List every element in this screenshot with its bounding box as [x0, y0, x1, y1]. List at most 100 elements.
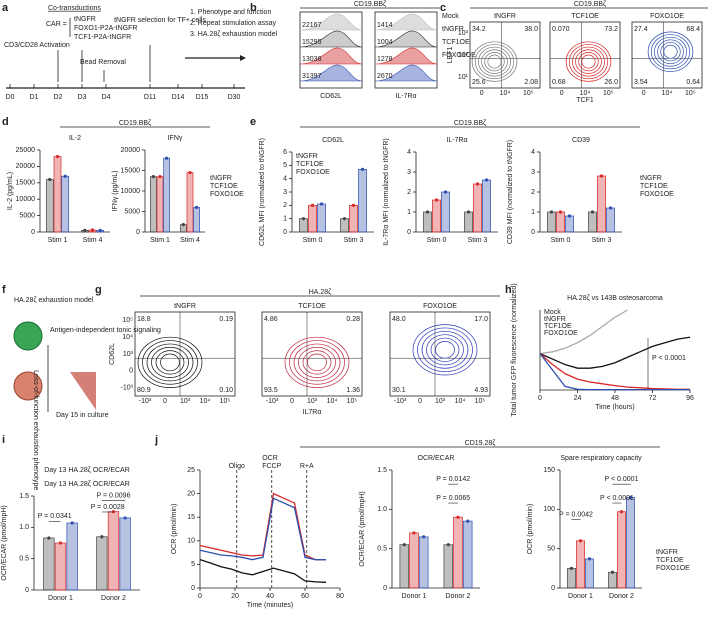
- y-axis-label: OCR/ECAR (pmol/mpH): [359, 491, 366, 566]
- contour: [302, 350, 332, 375]
- step-text: 3. HA.28ζ exhaustion model: [190, 31, 278, 38]
- x-tick-label: Stim 1: [48, 237, 68, 244]
- y-tick-label: 100: [543, 506, 555, 513]
- bar: [61, 175, 70, 233]
- tick-label: 10⁴: [122, 334, 133, 341]
- bar-dot: [466, 519, 470, 523]
- bar-dot: [412, 531, 416, 535]
- y-tick-label: 3: [407, 169, 411, 176]
- contour: [421, 330, 469, 369]
- legend-entry: FOXO1OE: [656, 565, 690, 572]
- panel-letter: e: [250, 116, 256, 128]
- quadrant-value: 93.5: [264, 387, 278, 394]
- bar: [597, 175, 606, 233]
- quadrant-value: 30.1: [392, 387, 406, 394]
- y-tick-label: 1.0: [377, 506, 387, 513]
- contour: [568, 44, 609, 80]
- contour: [575, 49, 602, 74]
- contour: [426, 334, 464, 366]
- axis-label: CD62L: [320, 93, 342, 100]
- bar-dot: [443, 190, 448, 194]
- bar: [464, 211, 473, 233]
- tick-label: 10⁴: [662, 90, 673, 97]
- chart-title: HA.28ζ vs 143B osteosarcoma: [567, 295, 663, 302]
- condition: Mock: [442, 13, 459, 20]
- x-tick-label: Donor 2: [101, 595, 126, 602]
- chart-title: OCR/ECAR: [418, 455, 455, 462]
- y-axis-label: IL-2 (pg/mL): [7, 172, 14, 210]
- y-tick-label: 15000: [121, 167, 141, 174]
- header: HA.28ζ exhaustion model: [14, 297, 94, 304]
- series-line: [199, 559, 327, 583]
- chart-title: Spare respiratory capacity: [560, 455, 642, 462]
- y-tick-label: 3: [531, 169, 535, 176]
- bar: [626, 497, 635, 589]
- x-tick-label: Stim 3: [592, 237, 612, 244]
- y-tick-label: 5: [191, 561, 195, 568]
- y-axis-label: OCR (pmol/min): [527, 504, 534, 555]
- tick-label: 10⁵: [220, 398, 231, 405]
- tick-label: 10⁴: [580, 90, 591, 97]
- bar: [608, 571, 617, 589]
- bar: [473, 183, 482, 233]
- y-tick-label: 0.5: [19, 556, 29, 563]
- bar: [53, 156, 62, 233]
- contour: [435, 341, 455, 359]
- chart-title: IL-7Rα: [446, 137, 467, 144]
- tick-label: 10⁴: [455, 398, 466, 405]
- bar: [399, 544, 410, 589]
- x-tick-label: Donor 1: [48, 595, 73, 602]
- contour: [565, 41, 612, 82]
- tick-label: 10⁵: [685, 90, 696, 97]
- step-text: CAR =: [46, 21, 67, 28]
- bar: [443, 544, 454, 589]
- quadrant-value: 0.64: [686, 79, 700, 86]
- tick-label: 10¹: [458, 74, 469, 81]
- bar-dot: [98, 228, 102, 232]
- mfi-value: 13038: [302, 56, 322, 63]
- y-tick-label: 15000: [16, 180, 36, 187]
- bar: [556, 211, 565, 233]
- bar-dot: [628, 495, 633, 500]
- step-text: Co-transductions: [48, 5, 101, 12]
- x-tick-label: 40: [266, 593, 274, 600]
- contour: [155, 350, 185, 375]
- step-text: CD3/CD28 Activation: [4, 42, 70, 49]
- quadrant-value: 25.6: [472, 79, 486, 86]
- header: CD19.BBζ: [454, 120, 486, 127]
- y-axis-label: CD62L MFI (normalized to tNGFR): [259, 138, 266, 246]
- bar: [482, 179, 491, 233]
- bar: [43, 537, 55, 591]
- y-tick-label: 1: [531, 209, 535, 216]
- x-tick-label: Donor 2: [446, 593, 471, 600]
- bar: [163, 157, 170, 233]
- quadrant-value: 27.4: [634, 26, 648, 33]
- bar: [107, 511, 120, 591]
- step-text: 1. Phenotype and function: [190, 9, 271, 16]
- bar-dot: [567, 214, 572, 218]
- y-tick-label: 1.5: [19, 493, 29, 500]
- y-tick-label: 25000: [16, 147, 36, 154]
- axis-label: IL7Rα: [303, 409, 322, 416]
- tick-label: -10³: [266, 398, 279, 405]
- contour: [289, 340, 345, 385]
- contour: [298, 346, 336, 378]
- step-text: 2. Repeat stimulation assay: [190, 20, 276, 27]
- x-tick-label: Donor 2: [609, 593, 634, 600]
- panel-letter: g: [95, 284, 102, 296]
- x-tick-label: Stim 3: [344, 237, 364, 244]
- bar-dot: [100, 535, 104, 539]
- contour: [487, 54, 502, 69]
- x-tick-label: Stim 0: [303, 237, 323, 244]
- bar: [418, 536, 429, 589]
- quadrant-value: 18.8: [137, 316, 151, 323]
- bar-dot: [151, 175, 155, 179]
- contour: [647, 31, 694, 72]
- y-tick-label: 50: [547, 546, 555, 553]
- step-text: Bead Removal: [80, 59, 126, 66]
- tick-label: 10⁵: [523, 90, 534, 97]
- y-tick-label: 1.0: [19, 524, 29, 531]
- x-tick-label: 48: [611, 395, 619, 402]
- y-tick-label: 5000: [19, 212, 35, 219]
- bar: [585, 558, 594, 589]
